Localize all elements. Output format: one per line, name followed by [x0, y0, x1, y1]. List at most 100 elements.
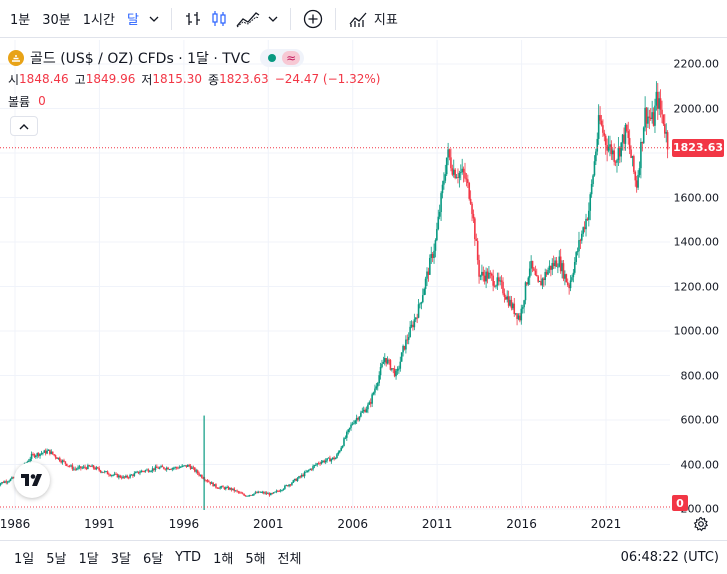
candle-chart-type-button[interactable]: [206, 5, 232, 33]
timeframe-dropdown[interactable]: [145, 5, 163, 33]
candle-body: [535, 275, 538, 277]
candle-body: [538, 281, 541, 282]
range-all[interactable]: 전체: [277, 552, 302, 567]
candle-body: [115, 473, 117, 475]
candle-body: [77, 467, 79, 469]
candle-body: [147, 469, 150, 472]
candle-body: [361, 411, 364, 413]
indicators-button[interactable]: 지표: [344, 5, 402, 33]
candle-body: [644, 107, 646, 128]
candle-body: [84, 466, 86, 468]
range-6m[interactable]: 6달: [142, 552, 164, 567]
timeframe-1min[interactable]: 1분: [10, 13, 31, 28]
candle-body: [181, 465, 183, 467]
candle-body: [592, 175, 594, 185]
candle-body: [419, 303, 421, 305]
candle-body: [666, 132, 669, 150]
candle-body: [212, 482, 214, 487]
candle-body: [315, 464, 317, 466]
candle-body: [430, 253, 433, 258]
candle-body: [210, 482, 213, 484]
candle-body: [391, 368, 393, 370]
candle-body: [56, 457, 58, 459]
candle-body: [251, 495, 254, 496]
candle-body: [611, 150, 614, 155]
candle-body: [526, 282, 528, 285]
candle-body: [351, 423, 354, 425]
candle-body: [213, 484, 216, 487]
candle-body: [88, 465, 91, 467]
range-ytd[interactable]: YTD: [175, 550, 202, 565]
candle-body: [227, 487, 230, 490]
time-tick-label: 1996: [168, 517, 200, 531]
range-5y[interactable]: 5해: [245, 552, 266, 567]
chart-settings-button[interactable]: [691, 514, 711, 534]
candle-body: [42, 452, 44, 454]
candle-body: [312, 466, 314, 470]
candle-body: [512, 303, 514, 309]
chart-type-dropdown[interactable]: [264, 5, 282, 33]
price-axis[interactable]: 2200.002000.001800.001600.001400.001200.…: [670, 40, 727, 516]
candle-body: [163, 467, 165, 469]
candle-body: [398, 368, 400, 370]
candle-body: [265, 492, 268, 494]
candle-body: [520, 308, 523, 321]
chart-legend: 골드 (US$ / OZ) CFDs · 1달 · TVC ≈ 시 1848.46…: [8, 48, 386, 111]
candle-body: [499, 280, 501, 282]
utc-clock[interactable]: 06:48:22 (UTC): [620, 550, 719, 565]
candle-body: [630, 149, 632, 158]
candle-body: [416, 317, 418, 319]
candle-body: [89, 466, 92, 468]
candle-body: [346, 432, 348, 438]
compare-add-button[interactable]: [299, 5, 327, 33]
candle-body: [46, 450, 48, 454]
candle-body: [357, 417, 359, 420]
tradingview-logo[interactable]: [14, 462, 50, 498]
candle-body: [232, 488, 234, 490]
bar-chart-type-button[interactable]: [180, 5, 206, 33]
time-axis[interactable]: 1986 1991 1996 2001 2006 2011 2016 2021: [0, 510, 670, 538]
candle-body: [175, 467, 178, 468]
candle-body: [426, 271, 428, 279]
legend-collapse-button[interactable]: [10, 116, 38, 136]
range-5d[interactable]: 5날: [46, 552, 67, 567]
candle-body: [607, 146, 610, 151]
plus-circle-icon: [303, 9, 323, 28]
candle-body: [376, 383, 379, 387]
candle-body: [579, 240, 582, 241]
candle-body: [475, 239, 478, 241]
candle-body: [472, 213, 475, 219]
price-chart[interactable]: [0, 40, 670, 510]
candle-body: [495, 285, 497, 287]
range-1m[interactable]: 1달: [78, 552, 99, 567]
candle-body: [172, 467, 175, 469]
candle-body: [74, 468, 77, 470]
candle-body: [469, 198, 472, 204]
price-tick-label: 2000.00: [673, 102, 720, 115]
candle-body: [562, 263, 565, 279]
candle-body: [616, 160, 618, 163]
market-status-pill[interactable]: ≈: [260, 49, 305, 67]
symbol-title[interactable]: 골드 (US$ / OZ) CFDs · 1달 · TVC: [30, 51, 251, 67]
candle-body: [317, 463, 320, 465]
candle-body: [102, 471, 105, 473]
range-1d[interactable]: 1일: [14, 552, 35, 567]
candle-body: [255, 492, 258, 494]
candle-body: [229, 487, 231, 490]
area-chart-type-button[interactable]: [232, 5, 264, 33]
timeframe-30min[interactable]: 30분: [42, 13, 71, 28]
candle-body: [44, 450, 47, 454]
candle-body: [87, 465, 89, 470]
timeframe-month[interactable]: 달: [126, 13, 139, 28]
range-3m[interactable]: 3달: [110, 552, 131, 567]
timeframe-1hour[interactable]: 1시간: [82, 13, 115, 28]
candle-body: [144, 470, 147, 472]
candle-body: [9, 478, 12, 482]
candle-body: [658, 98, 660, 109]
candle-body: [305, 471, 307, 473]
range-1y[interactable]: 1해: [213, 552, 234, 567]
candle-body: [633, 156, 635, 172]
candle-body: [431, 253, 434, 258]
candle-body: [237, 491, 240, 493]
candle-body: [459, 172, 462, 174]
